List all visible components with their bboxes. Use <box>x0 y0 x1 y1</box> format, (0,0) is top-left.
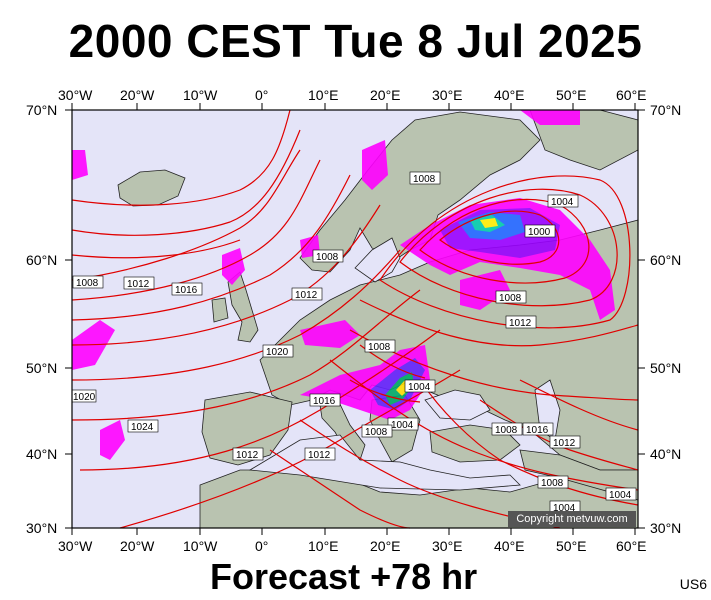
lat-label-left: 40°N <box>26 446 58 462</box>
isobar-label-1016-b: 1016 <box>309 393 341 407</box>
isobar-label-1012-d: 1012 <box>232 447 264 461</box>
lon-label-bottom: 60°E <box>616 538 647 554</box>
baltic-sea <box>354 237 401 283</box>
svg-text:1000: 1000 <box>528 227 551 238</box>
isobar-label-1008-a: 1008 <box>72 275 104 289</box>
lat-label-left: 30°N <box>26 520 58 536</box>
svg-text:1024: 1024 <box>131 422 154 433</box>
svg-text:1012: 1012 <box>127 279 150 290</box>
lon-label-bottom: 30°E <box>432 538 463 554</box>
lon-label-bottom: 20°W <box>120 538 155 554</box>
isobar-label-1024: 1024 <box>127 419 159 433</box>
lon-label-bottom: 30°W <box>58 538 93 554</box>
black-sea <box>424 389 491 421</box>
svg-text:1008: 1008 <box>76 278 99 289</box>
svg-text:1016: 1016 <box>175 285 198 296</box>
lon-label-top: 20°E <box>370 87 401 103</box>
svg-text:1004: 1004 <box>553 503 576 514</box>
region-code: US6 <box>679 576 707 592</box>
svg-text:1020: 1020 <box>73 392 96 403</box>
isobars <box>71 109 639 529</box>
svg-text:1008: 1008 <box>495 425 518 436</box>
isobar-label-1012-a: 1012 <box>123 276 155 290</box>
lon-label-bottom: 40°E <box>494 538 525 554</box>
lon-label-top: 30°W <box>58 87 93 103</box>
forecast-label: Forecast +78 hr <box>210 556 478 597</box>
lon-label-top: 50°E <box>556 87 587 103</box>
lat-label-left: 50°N <box>26 360 58 376</box>
copyright-badge: Copyright metvuw.com <box>508 511 636 527</box>
isobar-label-1000: 1000 <box>524 224 556 238</box>
isobar-labels: 1008 1012 1016 1008 1012 1020 1008 1004 … <box>71 171 637 514</box>
lat-label-left: 60°N <box>26 252 58 268</box>
map-frame <box>71 109 639 529</box>
svg-text:1012: 1012 <box>553 438 576 449</box>
isobar-label-1008-b: 1008 <box>312 249 344 263</box>
lat-label-right: 30°N <box>650 520 682 536</box>
isobar-label-1012-f: 1012 <box>549 435 581 449</box>
lon-label-top: 10°W <box>183 87 218 103</box>
svg-text:1020: 1020 <box>266 347 289 358</box>
isobar-label-1008-e: 1008 <box>364 339 396 353</box>
isobar-label-1020-b: 1020 <box>71 389 97 403</box>
svg-text:1008: 1008 <box>365 427 388 438</box>
svg-text:1008: 1008 <box>368 342 391 353</box>
lon-label-top: 20°W <box>120 87 155 103</box>
isobar-label-1004-b: 1004 <box>404 379 436 393</box>
lon-label-bottom: 10°E <box>308 538 339 554</box>
isobar-label-1004-c: 1004 <box>387 417 419 431</box>
svg-text:1008: 1008 <box>413 174 436 185</box>
lon-label-bottom: 50°E <box>556 538 587 554</box>
svg-text:1004: 1004 <box>551 197 574 208</box>
tick-marks <box>65 103 645 535</box>
isobar-label-1008-f: 1008 <box>361 424 393 438</box>
isobar-label-1012-b: 1012 <box>291 287 323 301</box>
lat-label-right: 70°N <box>650 102 682 118</box>
svg-text:1016: 1016 <box>313 396 336 407</box>
svg-text:1008: 1008 <box>499 293 522 304</box>
lon-label-top: 60°E <box>616 87 647 103</box>
svg-text:1004: 1004 <box>391 420 414 431</box>
isobar-label-1016-a: 1016 <box>171 282 203 296</box>
lon-label-bottom: 20°E <box>370 538 401 554</box>
inland-seas <box>248 237 561 491</box>
svg-text:1008: 1008 <box>316 252 339 263</box>
isobar-label-1008-c: 1008 <box>409 171 441 185</box>
lat-label-right: 60°N <box>650 252 682 268</box>
isobar-label-1012-c: 1012 <box>505 315 537 329</box>
lon-label-top: 30°E <box>432 87 463 103</box>
lon-label-bottom: 10°W <box>183 538 218 554</box>
lat-label-right: 50°N <box>650 360 682 376</box>
lat-label-right: 40°N <box>650 446 682 462</box>
svg-text:1004: 1004 <box>609 490 632 501</box>
svg-text:1012: 1012 <box>509 318 532 329</box>
lon-label-bottom: 0° <box>255 538 269 554</box>
isobar-label-1012-e: 1012 <box>304 447 336 461</box>
svg-text:1008: 1008 <box>541 478 564 489</box>
svg-text:1012: 1012 <box>295 290 318 301</box>
isobar-label-1008-g: 1008 <box>491 422 523 436</box>
lon-label-top: 0° <box>255 87 269 103</box>
svg-text:1012: 1012 <box>308 450 331 461</box>
isobar-label-1008-h: 1008 <box>537 475 569 489</box>
isobar-label-1020-a: 1020 <box>262 344 294 358</box>
isobar-label-1008-d: 1008 <box>495 290 527 304</box>
isobar-label-1016-c: 1016 <box>522 422 554 436</box>
svg-text:1012: 1012 <box>236 450 259 461</box>
svg-text:1016: 1016 <box>526 425 549 436</box>
svg-text:1004: 1004 <box>408 382 431 393</box>
lon-label-top: 10°E <box>308 87 339 103</box>
isobar-label-1004-a: 1004 <box>547 194 579 208</box>
precipitation <box>72 110 615 460</box>
lat-label-left: 70°N <box>26 102 58 118</box>
lon-label-top: 40°E <box>494 87 525 103</box>
isobar-label-1004-e: 1004 <box>605 487 637 501</box>
map-title: 2000 CEST Tue 8 Jul 2025 <box>68 15 643 67</box>
